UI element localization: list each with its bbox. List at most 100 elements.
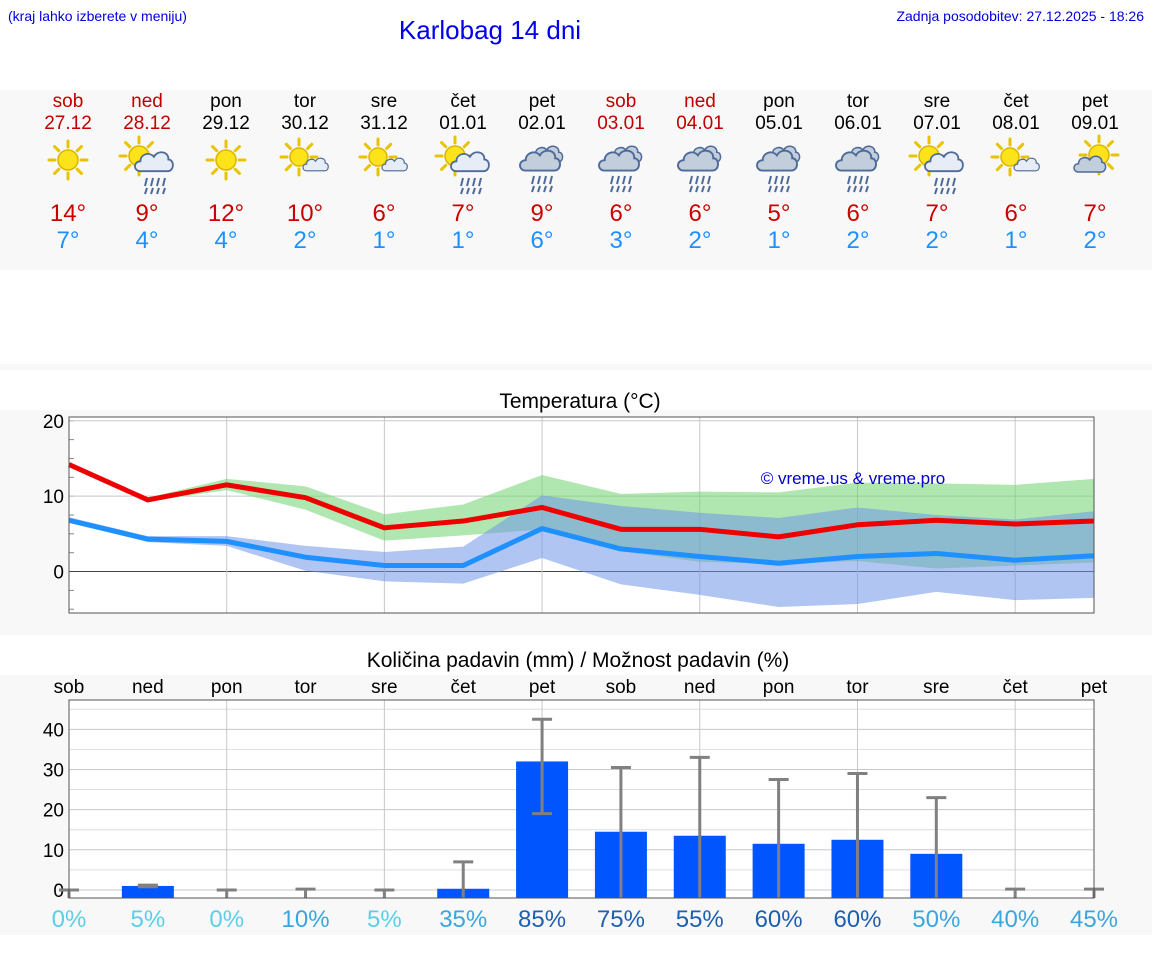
forecast-date: 02.01 — [518, 113, 566, 134]
min-temperature: 2° — [926, 227, 949, 254]
rain-drop — [701, 175, 705, 185]
rain-drop — [543, 175, 547, 185]
x-category-label: tor — [294, 677, 317, 698]
cloud-shape — [1013, 157, 1040, 172]
y-tick-label: 30 — [43, 760, 64, 781]
min-temperature: 2° — [689, 227, 712, 254]
forecast-date: 30.12 — [281, 113, 329, 134]
rain-drop — [549, 175, 553, 185]
sun-shape — [47, 139, 89, 181]
rain-drop — [622, 175, 626, 185]
x-category-label: čet — [451, 677, 477, 698]
max-temperature: 9° — [136, 200, 159, 227]
x-category-label: pet — [1081, 677, 1108, 698]
min-temperature: 2° — [1084, 227, 1107, 254]
sun-ray — [440, 163, 448, 171]
cloud-outline — [677, 149, 719, 172]
rain-drop — [543, 185, 547, 193]
rain-drop — [946, 177, 950, 187]
sun-small-cloud-icon — [990, 137, 1040, 177]
sun-ray — [363, 142, 372, 151]
forecast-day-name: ned — [131, 91, 163, 112]
rain-drop — [460, 177, 464, 187]
max-temperature: 6° — [1005, 200, 1028, 227]
rain-drops — [689, 175, 711, 193]
location-menu-hint: (kraj lahko izberete v meniju) — [8, 8, 187, 24]
sun-ray — [211, 145, 219, 153]
sun-ray — [384, 142, 393, 151]
cloud-outline — [1073, 155, 1107, 173]
cloud-rain-icon — [756, 145, 801, 193]
x-category-label: sre — [371, 677, 397, 698]
sun-ray — [284, 163, 293, 172]
forecast-date: 28.12 — [123, 113, 171, 134]
max-temperature: 9° — [531, 200, 554, 227]
rain-drop — [144, 187, 148, 195]
rain-drop — [628, 175, 632, 185]
sun-ray — [211, 167, 219, 175]
rain-drop — [946, 187, 950, 195]
min-temperature-line — [68, 517, 1095, 569]
precipitation-probability: 0% — [209, 906, 244, 933]
cloud-shape — [756, 149, 798, 172]
sun-cloud-rain-icon — [908, 135, 964, 195]
x-category-label: pon — [211, 677, 243, 698]
plot-frame — [68, 699, 1095, 899]
precipitation-probability: 60% — [755, 906, 803, 933]
precipitation-probability: 10% — [282, 906, 330, 933]
forecast-day-name: tor — [294, 91, 317, 112]
forecast-date: 07.01 — [913, 113, 961, 134]
rain-drop — [780, 175, 784, 185]
x-category-label: pet — [529, 677, 556, 698]
rain-drop — [847, 185, 851, 193]
rain-drops — [460, 177, 482, 195]
x-category-label: tor — [846, 677, 869, 698]
precipitation-probability: 5% — [367, 906, 402, 933]
precipitation-chart: Količina padavin (mm) / Možnost padavin … — [43, 649, 1118, 933]
cloud-outline — [134, 151, 174, 173]
rain-drop — [610, 175, 614, 185]
forecast-day-name: ned — [684, 91, 716, 112]
rain-drop — [478, 187, 482, 195]
min-temperature: 3° — [610, 227, 633, 254]
min-temperature: 2° — [294, 227, 317, 254]
x-category-label: ned — [132, 677, 164, 698]
rain-drop — [156, 177, 160, 187]
precipitation-probability: 75% — [597, 906, 645, 933]
sun-ray — [936, 141, 944, 149]
forecast-date: 03.01 — [597, 113, 645, 134]
sun-ray — [53, 145, 61, 153]
sun-disc — [368, 147, 388, 167]
x-category-label: sre — [923, 677, 949, 698]
rain-drop — [940, 187, 944, 195]
sun-shape — [205, 139, 247, 181]
forecast-day-name: sre — [924, 91, 950, 112]
sun-cloud-rain-icon — [118, 135, 174, 195]
min-temperature: 4° — [136, 227, 159, 254]
rain-drop — [144, 177, 148, 187]
section-divider — [0, 364, 1152, 370]
x-category-label: pon — [763, 677, 795, 698]
sun-ray — [363, 163, 372, 172]
max-temperature: 10° — [287, 200, 323, 227]
sun-disc — [215, 149, 237, 171]
precipitation-probability: 0% — [52, 906, 87, 933]
cloud-shape — [1073, 155, 1107, 173]
forecast-day-name: čet — [1003, 91, 1029, 112]
rain-drop — [707, 175, 711, 185]
max-temperature: 6° — [847, 200, 870, 227]
rain-drop — [701, 185, 705, 193]
rain-drop — [865, 185, 869, 193]
forecast-day-name: tor — [847, 91, 870, 112]
cloud-shape — [598, 149, 640, 172]
forecast-date: 29.12 — [202, 113, 250, 134]
cloud-outline — [519, 149, 561, 172]
cloud-outline — [450, 151, 490, 173]
forecast-date: 08.01 — [992, 113, 1040, 134]
